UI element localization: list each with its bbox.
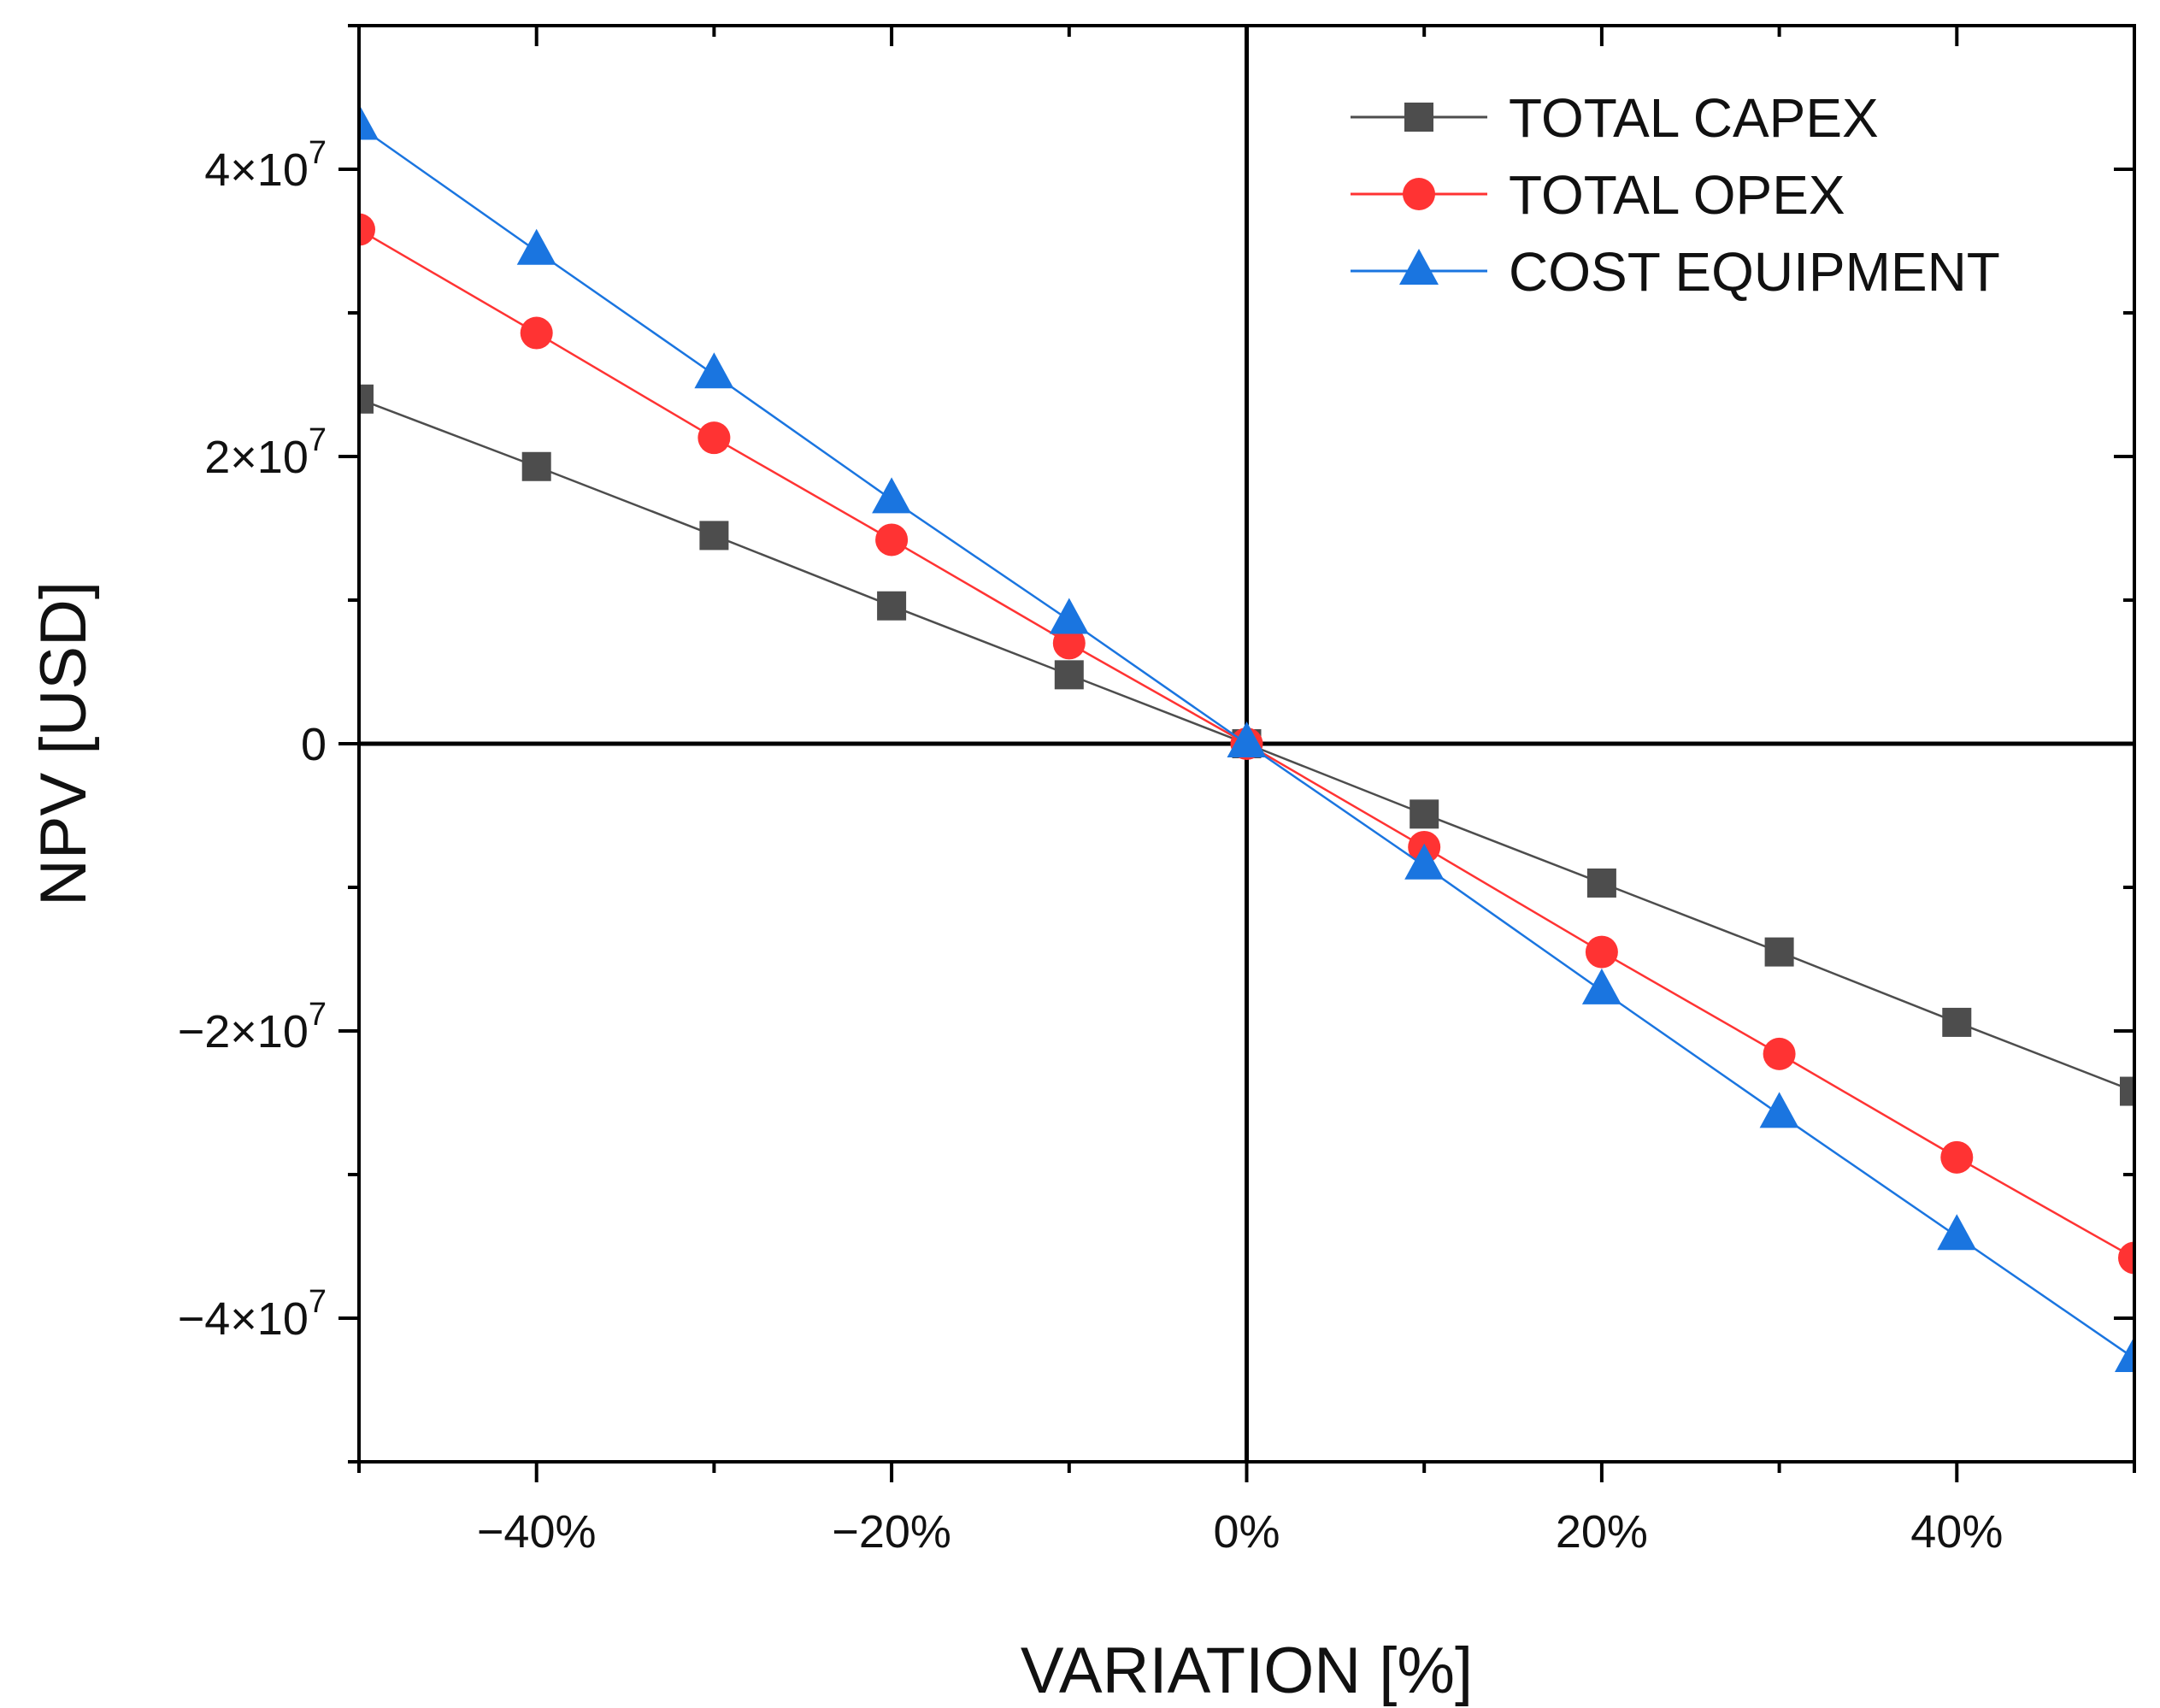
legend-label: COST EQUIPMENT <box>1509 241 2000 303</box>
y-tick-label: 4×107 <box>204 135 327 196</box>
legend-marker <box>1403 178 1435 210</box>
data-point <box>875 523 909 557</box>
data-point <box>2118 1241 2134 1275</box>
y-tick-label: 2×107 <box>204 422 327 483</box>
data-point <box>1410 799 1439 829</box>
y-tick-exponent: 7 <box>309 135 327 171</box>
y-tick-label: −2×107 <box>178 997 327 1057</box>
data-point <box>1586 868 1616 898</box>
y-axis-title: NPV [USD] <box>27 581 100 906</box>
data-point <box>877 591 907 621</box>
data-point <box>1942 1007 1972 1037</box>
data-point <box>1940 1140 1974 1174</box>
data-point <box>697 421 731 455</box>
x-tick-label: −20% <box>832 1506 951 1558</box>
y-tick-mantissa: 4×10 <box>204 144 309 196</box>
data-point <box>1763 1037 1796 1070</box>
data-point <box>1937 1214 1977 1251</box>
data-point <box>1054 660 1084 690</box>
y-tick-exponent: 7 <box>309 422 327 458</box>
y-tick-mantissa: 2×10 <box>204 432 309 483</box>
data-point <box>694 352 734 389</box>
y-tick-label: 0 <box>301 719 327 770</box>
legend-marker <box>1399 248 1439 285</box>
x-tick-label: 0% <box>1213 1506 1280 1558</box>
y-tick-mantissa: −4×10 <box>178 1293 309 1345</box>
y-tick-label: −4×107 <box>178 1284 327 1345</box>
data-point <box>359 103 379 140</box>
data-point <box>1052 627 1086 660</box>
data-point <box>1764 937 1794 967</box>
data-point <box>521 451 551 481</box>
legend: TOTAL CAPEX TOTAL OPEX COST EQUIPMENT <box>1351 87 2000 303</box>
series-layer <box>359 103 2134 1372</box>
data-point <box>1585 935 1618 969</box>
data-point <box>359 384 374 414</box>
data-point <box>872 477 912 514</box>
data-point <box>1581 968 1621 1004</box>
data-point <box>2120 1076 2134 1106</box>
legend-label: TOTAL CAPEX <box>1509 87 1879 149</box>
x-axis-title: VARIATION [%] <box>1021 1634 1473 1707</box>
y-tick-mantissa: −2×10 <box>178 1006 309 1057</box>
series-cost-equipment <box>359 103 2134 1372</box>
data-point <box>359 213 375 246</box>
legend-item: TOTAL OPEX <box>1351 164 1845 226</box>
legend-marker <box>1404 103 1433 132</box>
x-tick-label: −40% <box>477 1506 597 1558</box>
data-point <box>516 228 556 265</box>
y-tick-mantissa: 0 <box>301 719 327 770</box>
y-tick-exponent: 7 <box>309 997 327 1033</box>
data-point <box>1759 1092 1799 1128</box>
data-point <box>2115 1336 2134 1372</box>
legend-label: TOTAL OPEX <box>1509 164 1845 226</box>
x-tick-label: 20% <box>1556 1506 1648 1558</box>
legend-item: TOTAL CAPEX <box>1351 87 1879 149</box>
data-point <box>699 521 729 551</box>
data-point <box>1049 598 1089 634</box>
x-tick-label: 40% <box>1910 1506 2003 1558</box>
y-tick-exponent: 7 <box>309 1284 327 1320</box>
legend-item: COST EQUIPMENT <box>1351 241 2000 303</box>
data-point <box>520 316 553 350</box>
data-point <box>1404 843 1445 880</box>
data-point <box>1227 721 1267 757</box>
